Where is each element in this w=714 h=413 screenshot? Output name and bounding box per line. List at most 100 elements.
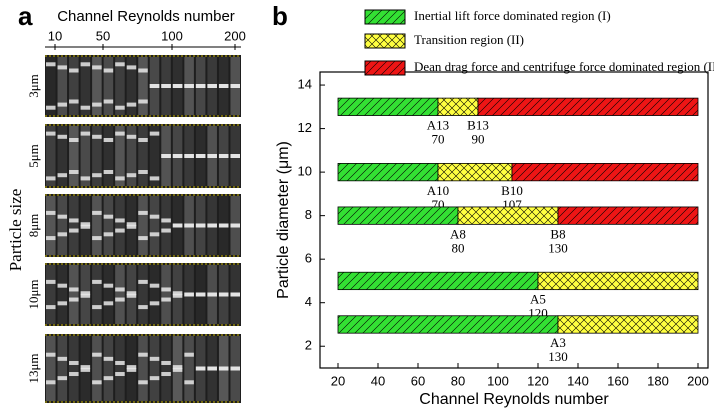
- focus-band: [195, 154, 206, 158]
- micrograph-column: [115, 126, 125, 186]
- focus-band: [138, 380, 148, 385]
- micrograph-column: [92, 336, 102, 401]
- focus-band: [172, 367, 183, 372]
- focus-band: [46, 236, 56, 241]
- micrograph-column: [103, 126, 114, 186]
- y-tick-label: 2: [305, 338, 312, 353]
- focus-band: [207, 366, 217, 371]
- micrograph-column: [46, 57, 56, 115]
- focus-band: [149, 356, 160, 361]
- y-tick-label: 6: [305, 251, 312, 266]
- x-tick-label: 80: [451, 373, 465, 388]
- focus-band: [103, 99, 114, 104]
- micrograph-column: [69, 265, 79, 324]
- x-tick-label: 200: [687, 373, 709, 388]
- legend-hatch: [365, 10, 405, 24]
- focus-band: [69, 170, 79, 174]
- focus-band: [57, 65, 68, 70]
- focus-band: [115, 360, 125, 365]
- micrograph-column: [115, 336, 125, 401]
- focus-band: [46, 305, 56, 310]
- focus-band: [218, 223, 229, 228]
- focus-band: [115, 287, 125, 292]
- focus-band: [218, 84, 229, 88]
- focus-band: [172, 293, 183, 298]
- x-tick-label: 100: [161, 28, 183, 43]
- micrograph-column: [69, 57, 79, 115]
- focus-band: [138, 210, 148, 215]
- focus-band: [149, 131, 160, 136]
- focus-band: [138, 138, 148, 142]
- micrograph-column: [184, 336, 194, 401]
- segment-hatch: [338, 206, 458, 225]
- segment-hatch: [458, 206, 558, 225]
- focus-band: [57, 102, 68, 107]
- panel-a: a Channel Reynolds number Particle size: [6, 1, 235, 271]
- micrograph-column: [126, 57, 137, 115]
- boundary-name: A13: [427, 118, 449, 133]
- focus-band: [126, 222, 137, 227]
- focus-band: [80, 367, 91, 372]
- x-tick-label: 10: [48, 28, 62, 43]
- focus-band: [115, 372, 125, 377]
- focus-band: [69, 99, 79, 104]
- focus-band: [126, 367, 137, 372]
- focus-band: [103, 170, 114, 174]
- focus-band: [80, 105, 91, 110]
- focus-band: [92, 173, 102, 178]
- focus-band: [184, 352, 194, 357]
- focus-band: [115, 105, 125, 110]
- focus-band: [46, 380, 56, 385]
- focus-band: [138, 352, 148, 357]
- x-tick-label: 20: [331, 373, 345, 388]
- micrograph-column: [115, 57, 125, 115]
- focus-band: [92, 236, 102, 241]
- focus-band: [161, 84, 171, 88]
- focus-band: [218, 292, 229, 297]
- boundary-name: B8: [550, 226, 565, 241]
- micrograph-column: [138, 265, 148, 324]
- micrograph-column: [80, 126, 91, 186]
- panel-title: Channel Reynolds number: [57, 8, 235, 25]
- micrograph-column: [138, 57, 148, 115]
- x-axis-label: Channel Reynolds number: [419, 391, 609, 408]
- focus-band: [149, 176, 160, 181]
- micrograph-column: [46, 126, 56, 186]
- focus-band: [172, 223, 183, 228]
- focus-band: [126, 134, 137, 139]
- micrograph-column: [57, 57, 68, 115]
- x-tick-label: 100: [487, 373, 509, 388]
- micrograph-column: [126, 126, 137, 186]
- x-tick-label: 40: [371, 373, 385, 388]
- focus-band: [161, 297, 171, 302]
- boundary-name: A3: [550, 335, 566, 350]
- y-tick-label: 10: [298, 164, 312, 179]
- micrograph-column: [138, 196, 148, 255]
- focus-band: [115, 176, 125, 181]
- segment-hatch: [512, 163, 698, 181]
- y-label: Particle size: [6, 189, 25, 272]
- focus-band: [126, 291, 137, 296]
- segment-hatch: [338, 163, 438, 181]
- focus-band: [80, 131, 91, 136]
- micrograph-column: [92, 196, 102, 255]
- segment-hatch: [558, 206, 698, 225]
- focus-band: [126, 102, 137, 107]
- focus-band: [69, 138, 79, 142]
- focus-band: [92, 352, 102, 357]
- focus-band: [103, 301, 114, 306]
- focus-band: [138, 99, 148, 104]
- focus-band: [57, 301, 68, 306]
- micrograph-column: [138, 126, 148, 186]
- focus-band: [161, 154, 171, 158]
- segment-hatch: [338, 272, 538, 290]
- focus-band: [115, 297, 125, 302]
- micrograph-column: [149, 196, 160, 255]
- focus-band: [138, 68, 148, 73]
- boundary-name: A5: [530, 292, 546, 307]
- focus-band: [92, 305, 102, 310]
- focus-band: [57, 173, 68, 178]
- y-tick-label: 4: [305, 294, 312, 309]
- row-label: 3μm: [26, 74, 41, 98]
